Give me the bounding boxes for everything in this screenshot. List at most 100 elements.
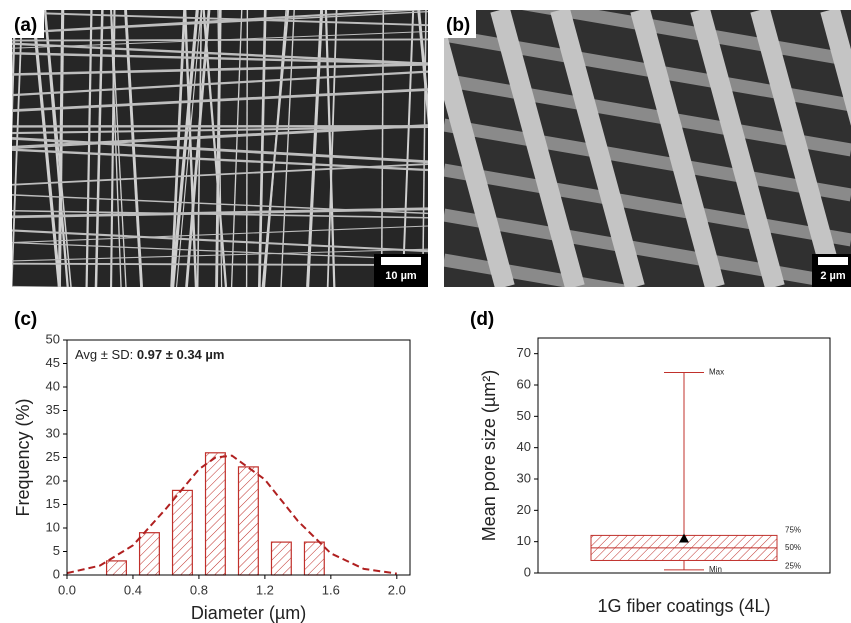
fiber	[12, 125, 428, 135]
y-tick-label: 40	[46, 378, 60, 393]
bar	[204, 452, 226, 576]
y-tick-label: 10	[46, 519, 60, 534]
sem-image-a	[12, 10, 428, 287]
stat-label: 25%	[785, 562, 801, 571]
annotation-label: Avg ± SD:	[75, 347, 133, 362]
fiber	[12, 248, 428, 262]
x-tick-label: 0.0	[58, 582, 76, 597]
x-tick-label: 2.0	[388, 582, 406, 597]
bar	[303, 541, 325, 576]
stat-label: Max	[709, 368, 724, 377]
fiber	[324, 10, 336, 287]
bar	[105, 560, 127, 576]
scale-label: 10 µm	[385, 270, 417, 282]
plot-frame	[66, 339, 411, 576]
y-tick-label: 25	[46, 449, 60, 464]
fiber	[12, 207, 428, 219]
y-tick-label: 50	[46, 331, 60, 346]
fiber	[12, 262, 428, 267]
fiber	[245, 10, 249, 287]
bar	[171, 489, 193, 576]
fiber	[306, 10, 324, 287]
fiber	[401, 10, 415, 287]
fit-curve	[66, 454, 397, 575]
fiber	[12, 225, 428, 244]
fiber	[444, 23, 515, 287]
fiber	[690, 10, 785, 287]
fiber	[444, 163, 851, 247]
fiber	[12, 11, 428, 27]
panel-label: (b)	[446, 15, 470, 36]
y-tick-label: 5	[53, 543, 60, 558]
stat-label: 50%	[785, 543, 801, 552]
fiber	[12, 10, 428, 34]
y-tick-label: 30	[517, 470, 531, 485]
y-tick-label: 60	[517, 376, 531, 391]
x-tick-label: 0.4	[124, 582, 142, 597]
fiber	[417, 10, 428, 127]
y-tick-label: 40	[517, 439, 531, 454]
y-tick-label: 20	[517, 502, 531, 517]
fiber	[630, 10, 725, 287]
label-bg	[12, 10, 44, 38]
y-tick-label: 0	[524, 564, 531, 579]
bar	[138, 532, 160, 576]
scale-bar	[818, 257, 848, 265]
fiber	[12, 125, 428, 150]
y-tick-label: 30	[46, 425, 60, 440]
y-tick-label: 45	[46, 355, 60, 370]
bar	[237, 466, 259, 576]
fiber	[444, 253, 640, 287]
y-tick-label: 35	[46, 402, 60, 417]
y-tick-label: 70	[517, 345, 531, 360]
y-axis-label: Mean pore size (µm²)	[479, 370, 499, 541]
sem-image-b	[444, 10, 851, 287]
fiber	[750, 10, 845, 287]
x-tick-label: 0.8	[190, 582, 208, 597]
annotation: Avg ± SD: 0.97 ± 0.34 µm	[75, 347, 224, 362]
y-tick-label: 50	[517, 408, 531, 423]
fiber	[12, 88, 428, 113]
y-tick-label: 15	[46, 496, 60, 511]
fiber	[444, 118, 851, 202]
x-tick-label: 1.6	[322, 582, 340, 597]
x-category-label: 1G fiber coatings (4L)	[597, 596, 770, 616]
annotation-value: 0.97 ± 0.34 µm	[137, 347, 225, 362]
fiber	[12, 136, 428, 164]
fiber	[12, 38, 428, 42]
fiber	[12, 285, 83, 287]
fiber	[550, 10, 645, 287]
plot-frame	[537, 337, 831, 574]
x-tick-label: 1.2	[256, 582, 274, 597]
fiber	[820, 10, 851, 126]
panel-label: (a)	[14, 15, 37, 36]
stat-label: Min	[709, 565, 722, 574]
fiber	[12, 209, 428, 219]
panel-label: (c)	[14, 309, 37, 330]
mean-marker	[679, 533, 689, 543]
y-tick-label: 10	[517, 533, 531, 548]
fiber	[12, 241, 428, 261]
label-bg	[444, 10, 476, 38]
fiber	[326, 10, 338, 287]
fiber	[421, 10, 427, 287]
fiber	[12, 10, 17, 145]
stat-label: 75%	[785, 526, 801, 535]
fiber	[12, 42, 428, 65]
panel-label: (d)	[470, 309, 494, 330]
fiber	[12, 229, 428, 253]
fiber	[12, 62, 428, 76]
fiber	[12, 70, 428, 97]
bar	[270, 541, 292, 576]
y-tick-label: 20	[46, 472, 60, 487]
fiber	[490, 10, 585, 287]
scale-label: 2 µm	[820, 270, 846, 282]
fiber	[12, 10, 428, 34]
fiber	[12, 52, 428, 65]
y-tick-label: 0	[53, 566, 60, 581]
y-axis-label: Frequency (%)	[13, 398, 33, 516]
scale-bar	[381, 257, 421, 265]
fiber	[444, 208, 851, 287]
fiber	[380, 10, 385, 287]
